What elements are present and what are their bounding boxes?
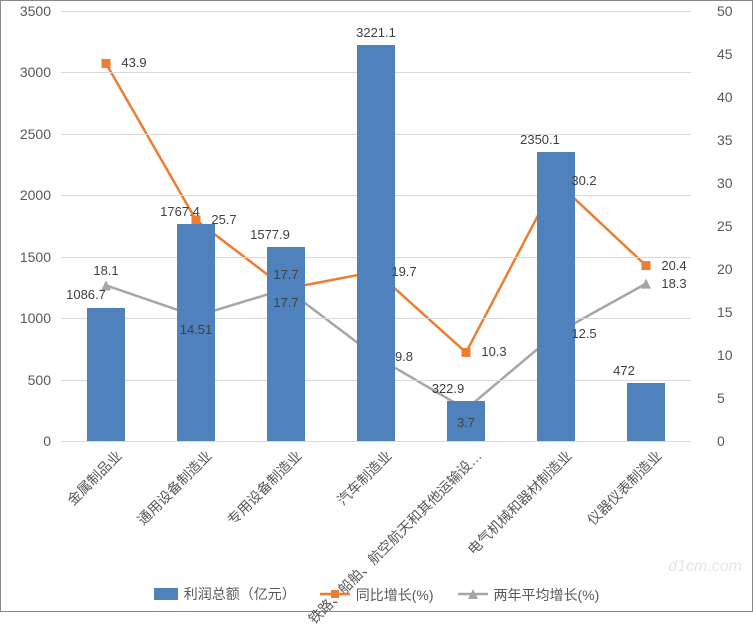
bar-value-label: 1086.7 — [66, 287, 106, 302]
bar-value-label: 1767.4 — [160, 204, 200, 219]
line-value-label: 30.2 — [571, 173, 596, 188]
y-right-tick: 5 — [712, 390, 752, 406]
series-marker — [462, 348, 471, 357]
y-left-tick: 2500 — [1, 126, 56, 142]
legend-item: 同比增长(%) — [320, 585, 434, 605]
line-value-label: 9.8 — [395, 349, 413, 364]
legend-swatch — [154, 588, 178, 600]
y-right-tick: 45 — [712, 46, 752, 62]
x-category-label: 汽车制造业 — [333, 446, 397, 510]
gridline — [61, 11, 691, 12]
line-value-label: 18.1 — [93, 263, 118, 278]
line-value-label: 19.7 — [391, 264, 416, 279]
watermark: d1cm.com — [668, 558, 742, 576]
y-left-tick: 2000 — [1, 187, 56, 203]
y-right-tick: 25 — [712, 218, 752, 234]
line-value-label: 43.9 — [121, 55, 146, 70]
line-value-label: 17.7 — [273, 267, 298, 282]
line-value-label: 20.4 — [661, 258, 686, 273]
y-left-tick: 3000 — [1, 64, 56, 80]
legend-swatch — [458, 587, 488, 603]
x-category-label: 通用设备制造业 — [133, 446, 216, 529]
legend-swatch — [320, 587, 350, 603]
bar-value-label: 1577.9 — [250, 227, 290, 242]
line-value-label: 10.3 — [481, 344, 506, 359]
series-marker — [641, 279, 651, 289]
bar-value-label: 322.9 — [432, 381, 465, 396]
y-right-tick: 0 — [712, 433, 752, 449]
legend-item: 利润总额（亿元） — [154, 584, 296, 604]
bar-value-label: 3221.1 — [356, 25, 396, 40]
y-right-tick: 50 — [712, 3, 752, 19]
y-right-tick: 35 — [712, 132, 752, 148]
legend-label: 利润总额（亿元） — [184, 584, 296, 604]
line-value-label: 17.7 — [273, 295, 298, 310]
bar — [357, 45, 395, 441]
series-marker — [642, 261, 651, 270]
line-value-label: 18.3 — [661, 276, 686, 291]
x-category-label: 金属制品业 — [63, 446, 127, 510]
line-value-label: 25.7 — [211, 212, 236, 227]
bar — [87, 308, 125, 442]
line-value-label: 12.5 — [571, 326, 596, 341]
y-axis-left: 0500100015002000250030003500 — [1, 11, 56, 441]
y-right-tick: 30 — [712, 175, 752, 191]
y-left-tick: 3500 — [1, 3, 56, 19]
series-marker — [102, 59, 111, 68]
line-value-label: 3.7 — [457, 415, 475, 430]
bar — [627, 383, 665, 441]
x-axis-labels: 金属制品业通用设备制造业专用设备制造业汽车制造业铁路、船舶、航空航天和其他运输设… — [61, 446, 691, 566]
y-right-tick: 20 — [712, 261, 752, 277]
legend-item: 两年平均增长(%) — [458, 585, 600, 605]
line-value-label: 14.51 — [180, 322, 213, 337]
bar — [537, 152, 575, 441]
bar-value-label: 472 — [613, 363, 635, 378]
legend-label: 两年平均增长(%) — [494, 585, 600, 605]
y-axis-right: 05101520253035404550 — [712, 11, 752, 441]
y-right-tick: 10 — [712, 347, 752, 363]
y-left-tick: 500 — [1, 372, 56, 388]
y-right-tick: 15 — [712, 304, 752, 320]
y-left-tick: 1500 — [1, 249, 56, 265]
y-left-tick: 0 — [1, 433, 56, 449]
x-category-label: 仪器仪表制造业 — [583, 446, 666, 529]
x-category-label: 专用设备制造业 — [223, 446, 306, 529]
chart-container: 0 500 1000 1500 2000 2500 3000 3500 0 5 10 15 20 25 3… — [0, 0, 753, 612]
y-right-tick: 40 — [712, 89, 752, 105]
gridline — [61, 441, 691, 442]
bar-value-label: 2350.1 — [520, 132, 560, 147]
plot-area: 1086.7 1767.4 1577.9 3221.1 322.9 2350.1 472 43… — [61, 11, 691, 441]
y-left-tick: 1000 — [1, 310, 56, 326]
legend: 利润总额（亿元） 同比增长(%) 两年平均增长(%) — [1, 584, 752, 605]
legend-label: 同比增长(%) — [356, 585, 434, 605]
